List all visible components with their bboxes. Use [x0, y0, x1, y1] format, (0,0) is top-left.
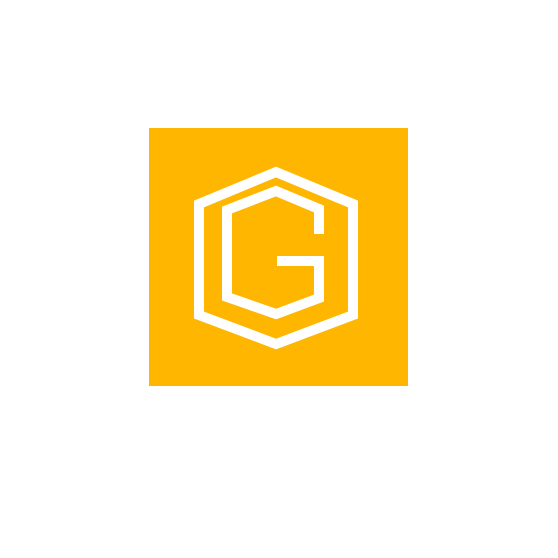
outer-hexagon: [194, 166, 358, 350]
inner-g-mark: [222, 185, 324, 320]
hexagon-logo-icon: [149, 128, 408, 386]
app-icon-tile: [149, 128, 408, 386]
